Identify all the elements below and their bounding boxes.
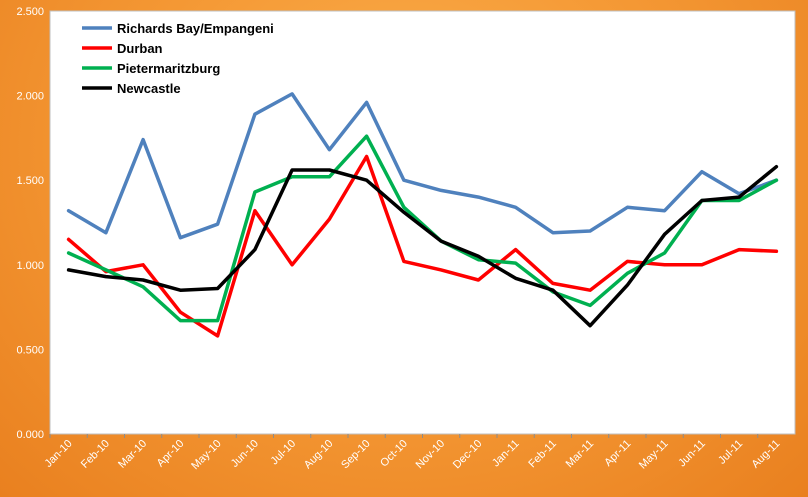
- legend-label-pietermaritzburg: Pietermaritzburg: [117, 61, 220, 76]
- x-tick-label: Sep-10: [339, 438, 373, 472]
- x-tick-label: Aug-11: [750, 438, 783, 471]
- y-tick-label: 2.000: [16, 91, 44, 103]
- x-tick-label: Jan-11: [490, 438, 522, 470]
- x-tick-label: Aug-10: [302, 438, 336, 472]
- y-tick-label: 2.500: [16, 6, 44, 18]
- legend-label-newcastle: Newcastle: [117, 81, 181, 96]
- series-line-durban: [66, 154, 779, 338]
- series-line-richards-bay-empangeni: [66, 92, 779, 240]
- x-tick-label: Jun-10: [229, 438, 261, 470]
- x-tick-label: Jul-11: [716, 438, 745, 467]
- x-tick-label: Dec-10: [451, 438, 485, 472]
- x-tick-label: Oct-10: [378, 438, 410, 470]
- y-tick-label: 1.000: [16, 260, 44, 272]
- y-tick-label: 0.000: [16, 429, 44, 441]
- x-tick-label: Jan-10: [42, 438, 74, 470]
- series-line-pietermaritzburg: [66, 134, 779, 323]
- legend-label-richards-bay-empangeni: Richards Bay/Empangeni: [117, 21, 274, 36]
- x-tick-label: Mar-11: [564, 438, 597, 471]
- x-tick-label: May-11: [637, 438, 671, 472]
- x-tick-label: Nov-10: [414, 438, 448, 472]
- x-tick-label: Mar-10: [116, 438, 149, 471]
- x-tick-label: Apr-10: [155, 438, 187, 470]
- x-tick-label: Apr-11: [602, 438, 633, 469]
- x-tick-label: Feb-10: [79, 438, 112, 471]
- x-tick-label: Jul-10: [269, 438, 299, 468]
- x-tick-label: May-10: [189, 438, 223, 472]
- y-tick-label: 1.500: [16, 175, 44, 187]
- x-tick-label: Jun-11: [676, 438, 708, 470]
- legend-label-durban: Durban: [117, 41, 163, 56]
- x-tick-label: Feb-11: [526, 438, 559, 471]
- y-tick-label: 0.500: [16, 344, 44, 356]
- series-line-newcastle: [66, 164, 779, 328]
